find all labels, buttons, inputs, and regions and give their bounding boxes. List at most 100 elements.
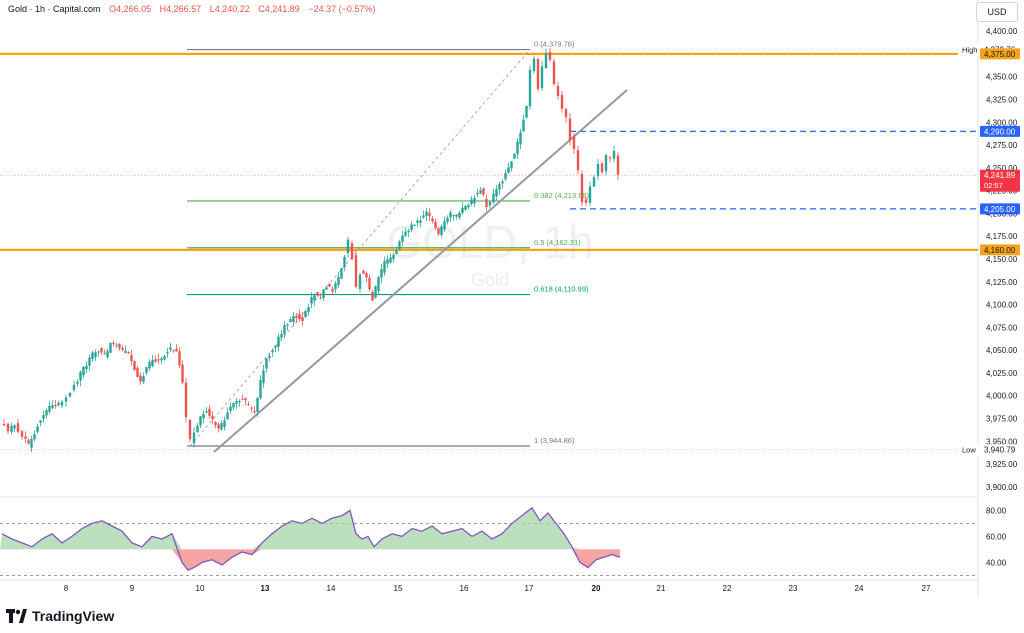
candle-body: [68, 392, 72, 397]
candle-body: [568, 118, 572, 141]
candle-body: [39, 420, 42, 423]
candle-body: [229, 406, 232, 412]
price-tick-label: 3,975.00: [986, 415, 1018, 424]
candle-body: [45, 410, 48, 416]
candle-body: [452, 214, 455, 216]
price-tick-label: 4,050.00: [986, 346, 1018, 355]
candle-body: [10, 425, 13, 433]
candle-body: [592, 177, 596, 187]
candle-body: [139, 375, 142, 382]
candle-body: [196, 425, 199, 433]
candle-body: [310, 297, 313, 304]
candle-body: [199, 416, 202, 426]
candle-body: [576, 150, 580, 171]
price-tick-label: 4,125.00: [986, 278, 1018, 287]
price-badge: [980, 203, 1020, 215]
candle-body: [383, 261, 386, 273]
candle-body: [27, 440, 30, 444]
time-tick-label: 23: [789, 584, 798, 593]
price-badge: [980, 125, 1020, 137]
candle-body: [16, 423, 20, 432]
price-tick-label: 4,175.00: [986, 232, 1018, 241]
candle-body: [30, 438, 33, 448]
candle-body: [334, 283, 337, 290]
candle-body: [437, 228, 440, 235]
candle-body: [316, 292, 319, 296]
currency-button[interactable]: USD: [976, 2, 1018, 22]
candle-body: [124, 350, 127, 353]
symbol-watermark: GOLD, 1h Gold: [386, 216, 593, 290]
candle-body: [289, 318, 292, 323]
symbol-title[interactable]: Gold · 1h · Capital.com: [8, 4, 101, 14]
price-tick-label: 4,400.00: [986, 27, 1018, 36]
candle-body: [498, 184, 501, 190]
time-tick-label: 14: [327, 584, 336, 593]
rsi-overbought-fill: [0, 507, 620, 550]
candle-body: [513, 153, 516, 159]
candle-body: [608, 157, 612, 159]
candle-body: [151, 360, 154, 367]
candle-body: [328, 284, 331, 287]
badge-label-bg: [958, 444, 980, 456]
candle-body: [145, 367, 148, 374]
candle-body: [407, 230, 410, 233]
candle-body: [404, 231, 407, 236]
candle-body: [322, 289, 325, 298]
candle-body: [389, 257, 392, 263]
time-tick-label: 21: [657, 584, 666, 593]
candle-body: [250, 407, 253, 409]
trend-lines[interactable]: [213, 89, 628, 453]
time-tick-label: 16: [460, 584, 469, 593]
candle-body: [60, 401, 64, 406]
candlesticks: [2, 47, 620, 453]
candle-body: [434, 221, 437, 228]
candle-body: [365, 273, 368, 278]
candle-body: [24, 436, 27, 439]
candle-body: [485, 198, 488, 207]
rsi-panel: [0, 506, 978, 576]
candle-body: [88, 357, 91, 366]
price-tick-label: 4,325.00: [986, 95, 1018, 104]
fib-level-label: 0.5 (4,162.31): [534, 238, 581, 247]
price-tick-label: 4,275.00: [986, 141, 1018, 150]
candle-body: [331, 288, 334, 292]
fib-level-label: 0.382 (4,213.68): [534, 191, 590, 200]
candle-body: [295, 315, 298, 318]
candle-body: [265, 358, 268, 369]
candle-body: [337, 276, 340, 286]
price-badge: [980, 244, 1020, 256]
badge-label-bg: [958, 44, 980, 56]
rsi-tick-label: 80.00: [986, 506, 1007, 515]
candle-body: [416, 220, 419, 223]
candle-body: [548, 51, 552, 60]
candle-body: [72, 384, 76, 391]
candle-body: [48, 405, 51, 412]
time-tick-label: 9: [130, 584, 135, 593]
candle-body: [552, 61, 556, 85]
candle-body: [304, 311, 307, 318]
candle-body: [2, 423, 6, 426]
candle-body: [57, 402, 60, 406]
tradingview-logo[interactable]: TradingView: [6, 608, 114, 624]
candle-body: [464, 205, 467, 210]
candle-body: [51, 405, 54, 409]
candle-body: [109, 343, 112, 353]
candle-body: [178, 351, 181, 366]
candle-body: [325, 287, 328, 290]
price-badge-value: 4,241.89: [984, 171, 1016, 180]
price-badge-label: High: [962, 46, 977, 55]
price-tick-label: 4,100.00: [986, 301, 1018, 310]
candle-body: [560, 94, 564, 109]
candle-body: [392, 255, 395, 260]
candle-body: [136, 367, 139, 377]
candle-body: [274, 345, 277, 348]
candle-body: [97, 351, 100, 353]
candle-body: [36, 426, 39, 432]
price-badge: [980, 169, 1020, 192]
candle-body: [33, 434, 36, 440]
price-badge-value: 4,160.00: [984, 246, 1016, 255]
price-badge-label: Low: [962, 446, 976, 455]
candle-body: [42, 414, 45, 419]
candle-body: [220, 423, 223, 430]
